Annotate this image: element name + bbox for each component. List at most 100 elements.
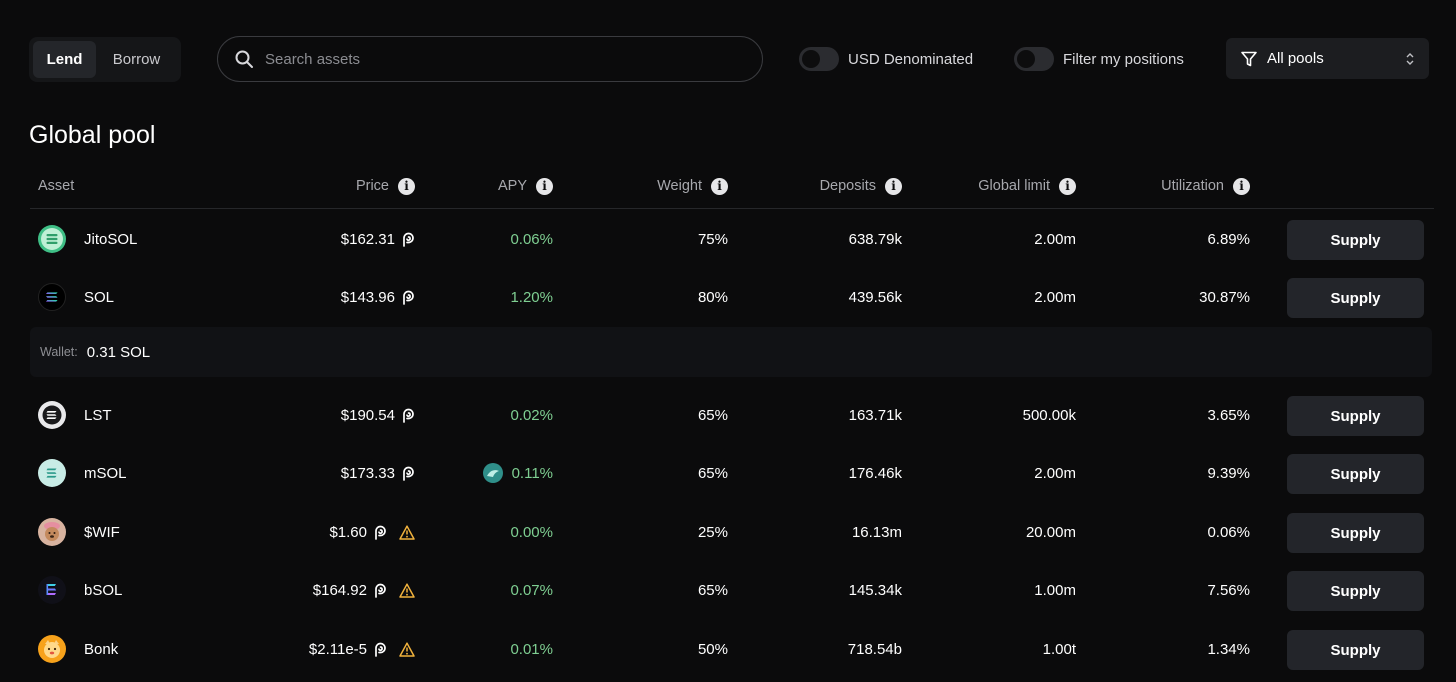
usd-denominated-switch[interactable] bbox=[799, 47, 839, 71]
deposits-cell: 439.56k bbox=[848, 288, 902, 306]
price-value: $2.11e-5 bbox=[308, 640, 367, 658]
search-bar bbox=[217, 36, 763, 82]
supply-button[interactable]: Supply bbox=[1287, 220, 1424, 260]
bonk-icon bbox=[38, 635, 66, 663]
info-icon[interactable]: i bbox=[398, 177, 415, 195]
price-value: $173.33 bbox=[340, 464, 395, 482]
header-utilization-label: Utilization bbox=[1161, 178, 1224, 194]
supply-button[interactable]: Supply bbox=[1287, 630, 1424, 670]
price-cell: $143.96 bbox=[210, 268, 415, 326]
asset-cell: bSOL bbox=[38, 561, 278, 619]
chevron-updown-icon bbox=[1406, 52, 1414, 65]
filter-positions-toggle-group: Filter my positions bbox=[1014, 47, 1184, 71]
global-limit-cell: 500.00k bbox=[1022, 406, 1076, 424]
warning-icon[interactable] bbox=[399, 524, 415, 540]
pool-select-value: All pools bbox=[1267, 50, 1324, 67]
price-cell: $2.11e-5 bbox=[210, 620, 415, 678]
price-cell: $1.60 bbox=[210, 503, 415, 561]
filter-icon bbox=[1241, 51, 1257, 66]
header-global-limit: Global limit i bbox=[910, 176, 1076, 196]
price-value: $164.92 bbox=[312, 581, 367, 599]
apy-cell: 0.02% bbox=[510, 406, 553, 424]
asset-cell: $WIF bbox=[38, 503, 278, 561]
table-row: SOL $143.96 1.20% 80% 439.56k 2.00m 30.8… bbox=[30, 268, 1434, 326]
supply-button[interactable]: Supply bbox=[1287, 571, 1424, 611]
asset-cell: LST bbox=[38, 386, 278, 444]
table-row: $WIF $1.60 0.00% 25% 16.13m 20.00m 0.06%… bbox=[30, 503, 1434, 561]
asset-name: JitoSOL bbox=[84, 230, 138, 248]
utilization-cell: 0.06% bbox=[1207, 523, 1250, 541]
pyth-oracle-icon bbox=[403, 290, 414, 305]
switch-knob bbox=[1017, 50, 1035, 68]
pyth-oracle-icon bbox=[375, 583, 386, 598]
borrow-tab[interactable]: Borrow bbox=[112, 51, 161, 68]
apy-cell: 0.11% bbox=[410, 444, 553, 502]
global-limit-cell: 2.00m bbox=[1034, 230, 1076, 248]
global-limit-cell: 1.00t bbox=[1042, 640, 1076, 658]
info-icon[interactable]: i bbox=[1059, 177, 1076, 195]
weight-cell: 50% bbox=[697, 640, 728, 658]
asset-name: SOL bbox=[84, 288, 115, 306]
asset-name: bSOL bbox=[84, 581, 123, 599]
switch-knob bbox=[802, 50, 820, 68]
header-price-label: Price bbox=[355, 178, 389, 194]
lst-icon bbox=[38, 401, 66, 429]
header-deposits: Deposits i bbox=[750, 176, 902, 196]
price-cell: $173.33 bbox=[210, 444, 415, 502]
info-icon[interactable]: i bbox=[711, 177, 728, 195]
header-weight-label: Weight bbox=[657, 178, 702, 194]
search-icon bbox=[235, 50, 253, 68]
supply-button[interactable]: Supply bbox=[1287, 454, 1424, 494]
apy-cell: 0.07% bbox=[510, 581, 553, 599]
apy-cell: 0.01% bbox=[510, 640, 553, 658]
pool-select[interactable]: All pools bbox=[1226, 38, 1429, 79]
wallet-label: Wallet: bbox=[40, 345, 78, 359]
header-utilization: Utilization i bbox=[1090, 176, 1250, 196]
deposits-cell: 718.54b bbox=[847, 640, 902, 658]
deposits-cell: 163.71k bbox=[848, 406, 902, 424]
asset-cell: SOL bbox=[38, 268, 278, 326]
warning-icon[interactable] bbox=[399, 641, 415, 657]
apy-cell: 0.00% bbox=[510, 523, 553, 541]
header-deposits-label: Deposits bbox=[819, 178, 876, 194]
weight-cell: 75% bbox=[697, 230, 728, 248]
sol-icon bbox=[38, 283, 66, 311]
header-weight: Weight i bbox=[590, 176, 728, 196]
price-value: $190.54 bbox=[340, 406, 395, 424]
lend-borrow-toggle: Lend Borrow bbox=[29, 37, 181, 82]
info-icon[interactable]: i bbox=[536, 177, 553, 195]
lend-tab[interactable]: Lend bbox=[33, 41, 96, 78]
deposits-cell: 176.46k bbox=[848, 464, 902, 482]
warning-icon[interactable] bbox=[399, 582, 415, 598]
table-row: LST $190.54 0.02% 65% 163.71k 500.00k 3.… bbox=[30, 386, 1434, 444]
search-input[interactable] bbox=[265, 50, 745, 68]
supply-button[interactable]: Supply bbox=[1287, 513, 1424, 553]
header-asset-label: Asset bbox=[38, 178, 75, 194]
utilization-cell: 9.39% bbox=[1207, 464, 1250, 482]
info-icon[interactable]: i bbox=[1233, 177, 1250, 195]
filter-positions-switch[interactable] bbox=[1014, 47, 1054, 71]
table-row: JitoSOL $162.31 0.06% 75% 638.79k 2.00m … bbox=[30, 210, 1434, 268]
info-icon[interactable]: i bbox=[885, 177, 902, 195]
header-apy: APY i bbox=[410, 176, 553, 196]
pyth-oracle-icon bbox=[375, 642, 386, 657]
price-cell: $164.92 bbox=[210, 561, 415, 619]
wallet-balance-row: Wallet: 0.31 SOL bbox=[30, 327, 1432, 377]
apy-cell: 0.06% bbox=[510, 230, 553, 248]
supply-button[interactable]: Supply bbox=[1287, 278, 1424, 318]
usd-denominated-label: USD Denominated bbox=[848, 50, 974, 68]
asset-name: LST bbox=[84, 406, 112, 424]
header-asset: Asset bbox=[38, 176, 74, 196]
price-cell: $162.31 bbox=[210, 210, 415, 268]
supply-button[interactable]: Supply bbox=[1287, 396, 1424, 436]
table-row: Bonk $2.11e-5 0.01% 50% 718.54b 1.00t 1.… bbox=[30, 620, 1434, 678]
section-title: Global pool bbox=[29, 121, 156, 149]
deposits-cell: 145.34k bbox=[848, 581, 902, 599]
asset-cell: JitoSOL bbox=[38, 210, 278, 268]
utilization-cell: 1.34% bbox=[1207, 640, 1250, 658]
utilization-cell: 7.56% bbox=[1207, 581, 1250, 599]
asset-name: mSOL bbox=[84, 464, 127, 482]
usd-denominated-toggle-group: USD Denominated bbox=[799, 47, 973, 71]
header-price: Price i bbox=[210, 176, 415, 196]
